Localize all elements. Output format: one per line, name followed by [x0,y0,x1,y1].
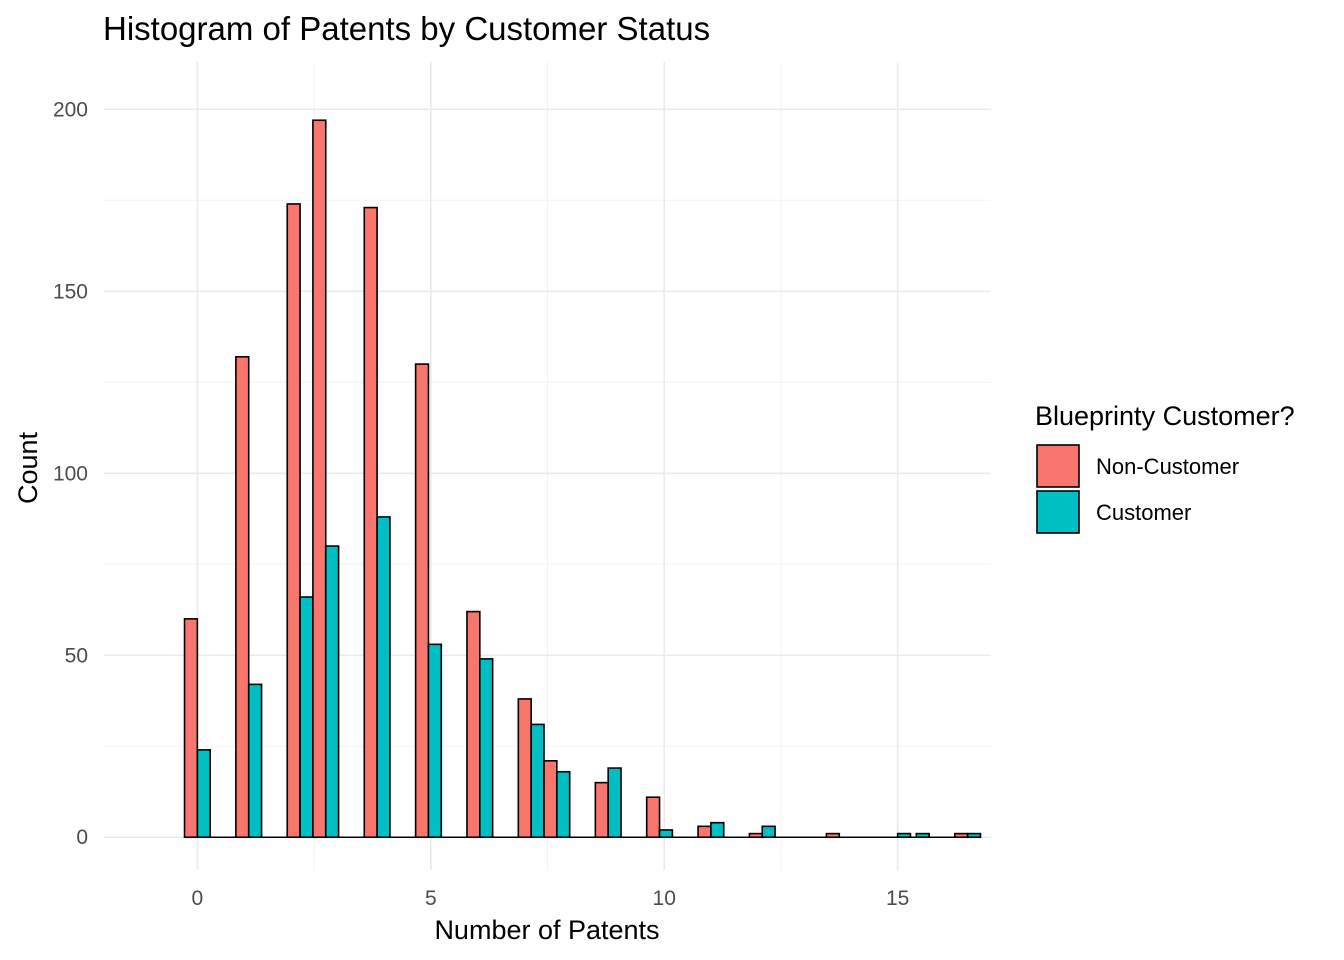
bar-non-customer [363,206,378,839]
x-tick-label: 10 [653,887,676,910]
legend-key [1036,444,1080,488]
legend: Blueprinty Customer? Non-Customer Custome… [1035,401,1295,534]
x-axis-title: Number of Patents [434,915,659,945]
bar-customer [247,683,263,839]
y-axis-title: Count [13,431,43,504]
legend-title: Blueprinty Customer? [1035,401,1295,431]
bar-customer [324,545,340,839]
bar-non-customer [697,825,712,839]
legend-label: Non-Customer [1096,454,1239,479]
bar-non-customer [645,796,661,839]
bar-customer [427,643,443,839]
x-tick-label: 5 [425,887,437,910]
y-tick-label: 100 [53,462,88,485]
bar-customer [761,825,776,839]
bar-non-customer [594,781,609,839]
x-tick-label: 0 [192,887,204,910]
bar-customer [299,596,314,839]
bar-non-customer [543,760,558,839]
y-tick-label: 150 [53,280,88,303]
bar-non-customer [312,119,327,839]
y-tick-label: 50 [65,644,88,667]
y-tick-label: 200 [53,98,88,121]
bar-customer [196,749,212,839]
legend-key [1036,490,1080,534]
bars [183,119,982,839]
legend-label: Customer [1096,500,1191,525]
bar-customer [556,770,571,839]
bar-customer [479,658,494,839]
bar-customer [376,516,391,839]
y-tick-label: 0 [76,826,88,849]
bar-customer [658,829,674,839]
x-tick-label: 15 [886,887,909,910]
bar-non-customer [414,363,430,839]
bar-non-customer [286,203,301,839]
bar-non-customer [183,618,199,839]
bar-customer [710,821,725,839]
bar-customer [607,767,622,839]
bar-non-customer [466,610,481,839]
chart-title: Histogram of Patents by Customer Status [103,10,710,47]
bar-non-customer [517,698,532,839]
bar-customer [530,723,545,839]
bar-non-customer [235,356,250,839]
